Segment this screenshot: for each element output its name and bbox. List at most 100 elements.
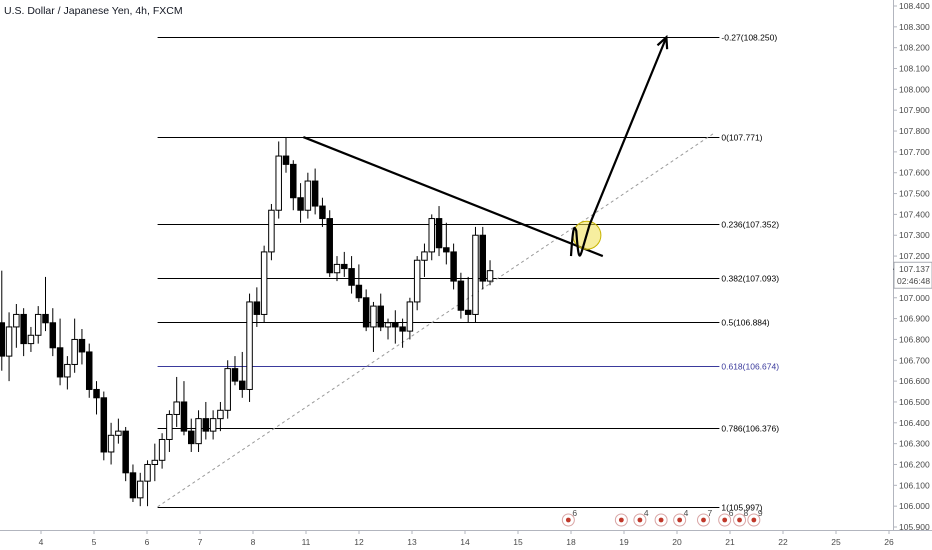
candle[interactable] [93, 381, 100, 415]
candle[interactable] [217, 401, 224, 432]
candle[interactable] [472, 226, 479, 323]
candle[interactable] [333, 256, 341, 282]
candle[interactable] [231, 356, 239, 386]
candle[interactable] [486, 260, 494, 286]
candle[interactable] [0, 270, 6, 371]
candle[interactable] [326, 210, 333, 277]
candle[interactable] [166, 410, 173, 452]
candle[interactable] [406, 297, 414, 340]
x-tick-label: 26 [884, 537, 894, 547]
candle[interactable] [450, 243, 457, 290]
projection-arrow-path[interactable] [569, 36, 668, 257]
candle[interactable] [78, 329, 86, 365]
candle[interactable] [435, 206, 443, 257]
candle[interactable] [304, 172, 312, 219]
candle[interactable] [290, 160, 297, 211]
candle[interactable] [399, 318, 406, 348]
economic-event-icon[interactable]: 9 [747, 508, 763, 527]
candle[interactable] [311, 168, 319, 215]
candle[interactable] [297, 183, 304, 223]
candle[interactable] [377, 293, 384, 332]
x-tick-label: 8 [251, 537, 256, 547]
candle[interactable] [209, 410, 217, 440]
candle-body [413, 259, 421, 303]
candle-body [311, 180, 319, 207]
candle[interactable] [282, 137, 290, 173]
candle[interactable] [253, 287, 261, 327]
x-tick-label: 13 [407, 537, 417, 547]
candle[interactable] [129, 464, 137, 502]
candle[interactable] [224, 360, 231, 419]
candle[interactable] [56, 318, 64, 386]
candle[interactable] [348, 256, 355, 294]
candle[interactable] [362, 289, 370, 332]
candle[interactable] [107, 422, 115, 465]
x-tick-label: 4 [39, 537, 44, 547]
candle[interactable] [13, 304, 20, 348]
candle[interactable] [421, 243, 428, 277]
candle[interactable] [268, 203, 275, 261]
candle[interactable] [5, 312, 13, 382]
candle[interactable] [173, 376, 180, 427]
economic-event-icon[interactable]: 7 [697, 508, 713, 527]
candle-body [188, 430, 195, 445]
candle[interactable] [370, 301, 377, 352]
candle[interactable] [464, 276, 472, 323]
candle[interactable] [136, 472, 144, 507]
candle[interactable] [355, 264, 363, 302]
candle[interactable] [275, 141, 282, 219]
candle[interactable] [413, 256, 421, 311]
candle[interactable] [195, 410, 202, 452]
candle[interactable] [319, 197, 326, 227]
candle[interactable] [27, 326, 35, 352]
candle-body [56, 347, 64, 378]
candle[interactable] [34, 306, 42, 344]
candle[interactable] [246, 293, 253, 402]
candle[interactable] [151, 443, 159, 482]
candle[interactable] [71, 318, 78, 373]
candle[interactable] [144, 460, 151, 507]
candle[interactable] [42, 276, 49, 332]
candle[interactable] [457, 272, 465, 319]
candle-body [370, 305, 377, 328]
candle[interactable] [479, 226, 487, 290]
candle[interactable] [180, 381, 188, 436]
economic-event-icon[interactable]: 4 [673, 508, 689, 527]
candle[interactable] [49, 308, 57, 357]
candle[interactable] [100, 391, 108, 461]
economic-event-icon[interactable]: 6 [718, 508, 734, 527]
candle[interactable] [158, 433, 166, 469]
event-count-label: 4 [684, 508, 689, 518]
candle[interactable] [428, 214, 435, 261]
fib-level-label: 1(105.997) [721, 503, 762, 513]
candle[interactable] [85, 343, 93, 398]
economic-event-icon[interactable]: 6 [561, 508, 577, 527]
candle-body [151, 459, 159, 465]
candle[interactable] [392, 310, 399, 344]
candle[interactable] [384, 318, 392, 340]
economic-event-icon[interactable] [614, 513, 628, 527]
resistance-trendline[interactable] [302, 136, 604, 258]
economic-event-icon[interactable]: 4 [633, 508, 649, 527]
candle[interactable] [64, 356, 71, 390]
candle[interactable] [20, 308, 27, 357]
candle-body [13, 313, 20, 328]
candle-body [209, 418, 217, 432]
candle[interactable] [202, 401, 210, 440]
candle[interactable] [443, 222, 450, 265]
y-tick-label: 108.100 [899, 64, 930, 74]
y-tick-label: 107.600 [899, 168, 930, 178]
candle-body [297, 197, 304, 211]
candle-body [392, 322, 399, 328]
candle[interactable] [122, 426, 129, 482]
y-tick-label: 106.900 [899, 314, 930, 324]
candle[interactable] [260, 245, 268, 323]
candle[interactable] [341, 251, 348, 277]
candle[interactable] [188, 418, 195, 452]
candle[interactable] [239, 351, 246, 398]
candle-body [472, 234, 479, 315]
economic-event-icon[interactable]: 8 [733, 508, 749, 527]
candle[interactable] [115, 418, 122, 444]
economic-event-icon[interactable] [654, 513, 668, 527]
